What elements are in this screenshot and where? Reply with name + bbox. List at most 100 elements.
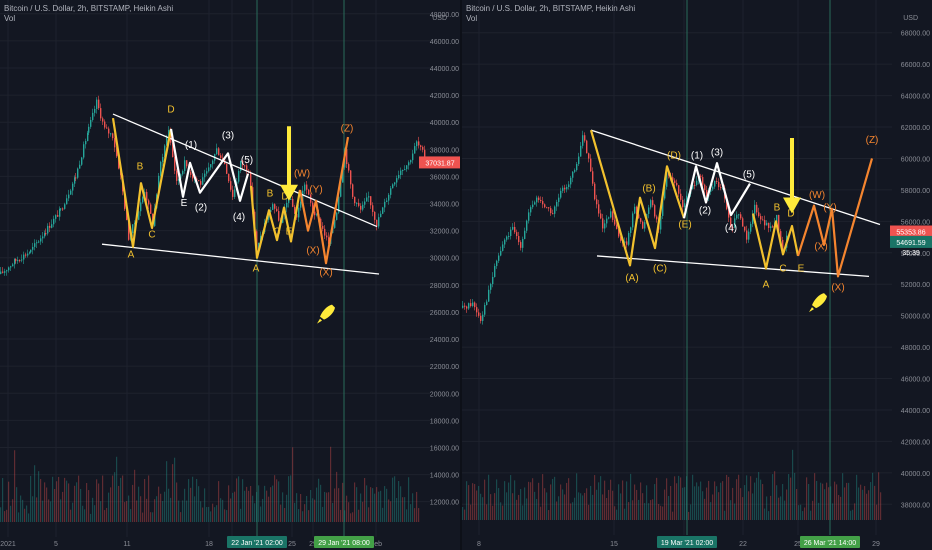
volume-bar: [392, 477, 394, 522]
volume-bar: [798, 505, 800, 520]
chart-title: Bitcoin / U.S. Dollar, 2h, BITSTAMP, Hei…: [466, 4, 636, 13]
candle-body: [306, 184, 308, 190]
chart-panel-right[interactable]: (A) (B) (C) (D) (E) (1) (2) (3) (4) (5) A B C D E (W) (X…: [462, 0, 932, 550]
volume-bar: [136, 500, 138, 522]
volume-bar: [406, 509, 408, 522]
candle-body: [62, 208, 64, 210]
candle-body: [626, 241, 628, 245]
volume-bar: [802, 511, 804, 520]
volume-bar: [374, 493, 376, 522]
candle-body: [87, 132, 89, 141]
volume-bar: [228, 485, 230, 522]
candle-body: [488, 289, 490, 302]
volume-bar: [204, 488, 206, 522]
candle-body: [296, 213, 298, 218]
candle-body: [640, 218, 642, 222]
candle-body: [370, 196, 372, 206]
volume-bar: [14, 450, 16, 522]
volume-bar: [94, 505, 96, 522]
volume-bar: [498, 488, 500, 520]
volume-bar: [546, 492, 548, 520]
y-axis-tick-label: 48000.00: [430, 12, 459, 19]
volume-bar: [704, 498, 706, 520]
volume-bar: [28, 513, 30, 522]
chart-panel-left[interactable]: A B C D E (1) (2) (3) (4) (5) A B C D E (W) (X) (Y) (X) (Z)…: [0, 0, 460, 550]
candle-body: [112, 133, 114, 139]
y-axis-unit-label: USD: [432, 15, 447, 22]
candle-body: [77, 168, 79, 178]
candle-body: [278, 211, 280, 221]
candle-body: [682, 199, 684, 208]
volume-bar: [462, 506, 464, 520]
candle-body: [242, 160, 244, 166]
candle-body: [652, 200, 654, 206]
candle-body: [382, 207, 384, 214]
down-arrow-icon: [280, 126, 298, 201]
candle-body: [184, 160, 186, 172]
volume-bar: [378, 491, 380, 522]
candle-body: [206, 171, 208, 174]
candle-body: [53, 218, 55, 225]
volume-bar: [466, 481, 468, 520]
y-axis-tick-label: 36000.00: [430, 174, 459, 181]
volume-bar: [694, 486, 696, 520]
volume-bar: [664, 489, 666, 520]
candle-body: [474, 302, 476, 308]
candle-body: [506, 236, 508, 240]
wave-label: D: [787, 209, 794, 220]
volume-bar: [702, 491, 704, 520]
candle-body: [720, 187, 722, 189]
panel-divider[interactable]: [460, 0, 462, 550]
candle-body: [728, 209, 730, 218]
volume-bar: [472, 483, 474, 520]
volume-bar: [330, 446, 332, 522]
volume-bar: [752, 493, 754, 520]
candle-body: [23, 254, 25, 260]
volume-bar: [642, 493, 644, 520]
candle-body: [300, 201, 302, 208]
volume-bar: [202, 507, 204, 522]
candle-body: [686, 195, 688, 204]
volume-bar: [878, 472, 880, 520]
volume-bar: [408, 477, 410, 522]
candle-body: [476, 307, 478, 313]
candle-body: [400, 170, 402, 176]
volume-bar: [744, 485, 746, 520]
candle-body: [85, 140, 87, 145]
volume-bar: [864, 486, 866, 520]
volume-bar: [188, 479, 190, 522]
volume-bar: [834, 481, 836, 520]
time-tag: [800, 536, 860, 548]
volume-bar: [674, 476, 676, 520]
candle-body: [45, 233, 47, 235]
candle-body: [38, 241, 40, 243]
candle-body: [598, 204, 600, 214]
candle-body: [594, 183, 596, 200]
price-tag: [890, 235, 932, 248]
wave-label: (B): [642, 183, 655, 194]
volume-bar: [588, 504, 590, 520]
candle-body: [566, 187, 568, 190]
candle-body: [424, 149, 426, 158]
candle-body: [732, 227, 734, 229]
y-axis-tick-label: 40000.00: [901, 471, 930, 478]
volume-bar: [300, 494, 302, 522]
volume-bar: [48, 499, 50, 522]
candle-body: [782, 239, 784, 251]
candle-body: [312, 202, 314, 212]
btc-chart-left[interactable]: A B C D E (1) (2) (3) (4) (5) A B C D E (W) (X) (Y) (X) (Z)…: [0, 0, 460, 550]
candle-body: [108, 128, 110, 134]
candle-body: [742, 218, 744, 227]
volume-bar: [734, 503, 736, 520]
candle-body: [596, 199, 598, 205]
volume-bar: [366, 485, 368, 522]
candle-body: [192, 174, 194, 179]
volume-bar: [368, 507, 370, 522]
wave-label: (3): [222, 130, 234, 141]
candle-body: [134, 222, 136, 225]
candle-body: [512, 226, 514, 230]
candle-body: [608, 217, 610, 219]
candle-body: [182, 171, 184, 175]
btc-chart-right[interactable]: (A) (B) (C) (D) (E) (1) (2) (3) (4) (5) A B C D E (W) (X…: [462, 0, 932, 550]
candle-body: [72, 183, 74, 191]
